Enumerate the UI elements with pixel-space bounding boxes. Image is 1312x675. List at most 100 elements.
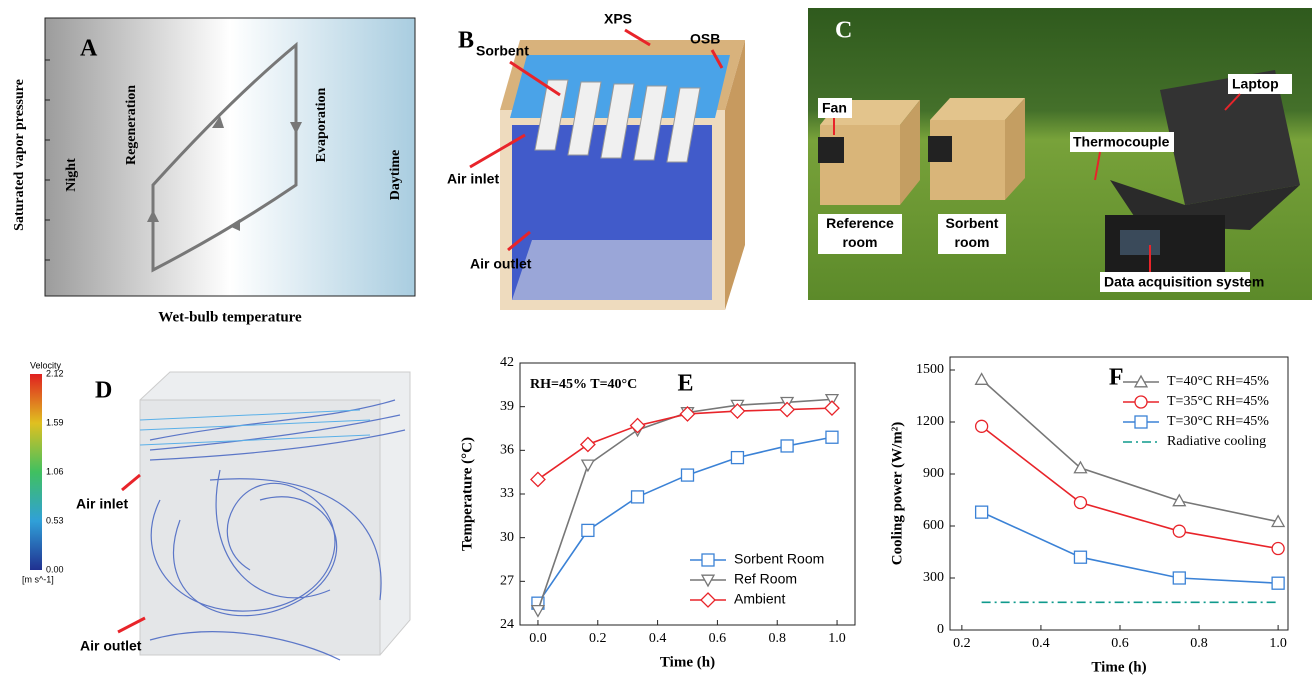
panel-c: C Fan Laptop Thermocouple Reference room… xyxy=(808,8,1312,300)
marker xyxy=(531,472,545,486)
panel-label: A xyxy=(80,36,98,62)
annotation: Air inlet xyxy=(76,496,128,512)
annotation: RH=45% T=40°C xyxy=(530,377,637,392)
marker xyxy=(1074,551,1086,563)
x-axis-label: Wet-bulb temperature xyxy=(158,309,302,325)
colorbar-label: 1.59 xyxy=(46,417,64,427)
annotation: Air outlet xyxy=(470,256,532,272)
x-tick-label: 0.6 xyxy=(1111,636,1129,651)
annotation: Sorbent room xyxy=(938,214,1006,252)
y-tick-label: 600 xyxy=(923,518,944,533)
annotation: Reference room xyxy=(818,214,902,252)
legend-marker xyxy=(702,554,714,566)
x-tick-label: 0.0 xyxy=(529,631,547,646)
annotation: Evaporation xyxy=(314,87,329,162)
x-tick-label: 0.4 xyxy=(1032,636,1050,651)
figure: A Saturated vapor pressure Wet-bulb temp… xyxy=(0,0,1312,675)
marker xyxy=(1074,497,1086,509)
fan xyxy=(818,137,844,163)
y-tick-label: 24 xyxy=(500,617,514,632)
y-axis-label: Saturated vapor pressure xyxy=(12,79,27,231)
x-axis-label: Time (h) xyxy=(660,654,715,670)
y-tick-label: 1500 xyxy=(916,362,944,377)
marker xyxy=(976,374,988,385)
marker xyxy=(780,403,794,417)
annotation: Night xyxy=(64,158,79,192)
marker xyxy=(976,420,988,432)
annotation: Sorbent xyxy=(476,43,529,59)
panel-b: B Sorbent XPS OSB Air inlet Air outlet xyxy=(447,11,745,310)
legend-marker xyxy=(1135,396,1147,408)
y-tick-label: 36 xyxy=(500,443,514,458)
annotation-wrap: Reference room xyxy=(818,214,902,256)
y-tick-label: 900 xyxy=(923,466,944,481)
x-tick-label: 1.0 xyxy=(1269,636,1287,651)
colorbar-unit: [m s^-1] xyxy=(22,574,54,584)
marker xyxy=(1173,572,1185,584)
annotation: Air inlet xyxy=(447,171,499,187)
x-axis-label: Time (h) xyxy=(1091,659,1146,675)
plot-frame xyxy=(520,363,855,625)
fan xyxy=(928,136,952,162)
panel-d: Velocity [m s^-1] D Air inlet Air outlet xyxy=(22,360,410,660)
x-tick-label: 1.0 xyxy=(828,631,846,646)
panel-a: A Saturated vapor pressure Wet-bulb temp… xyxy=(12,18,415,325)
marker xyxy=(632,491,644,503)
y-tick-label: 33 xyxy=(500,486,514,501)
panel-label: B xyxy=(458,28,474,54)
marker xyxy=(582,524,594,536)
legend-label: Ref Room xyxy=(734,571,797,587)
annotation-wrap: Sorbent room xyxy=(938,214,1006,256)
y-tick-label: 0 xyxy=(937,622,944,637)
colorbar xyxy=(30,374,42,570)
floor xyxy=(512,240,712,300)
legend-marker xyxy=(701,593,715,607)
panel-label: C xyxy=(835,18,852,44)
x-tick-label: 0.2 xyxy=(589,631,607,646)
x-tick-label: 0.6 xyxy=(709,631,727,646)
y-tick-label: 39 xyxy=(500,399,514,414)
annotation: Daytime xyxy=(388,150,403,201)
marker xyxy=(1272,577,1284,589)
y-tick-label: 42 xyxy=(500,355,514,370)
marker xyxy=(1173,525,1185,537)
annotation: Fan xyxy=(822,100,847,116)
y-tick-label: 27 xyxy=(500,574,514,589)
legend-label: T=40°C RH=45% xyxy=(1167,374,1269,389)
annotation: Air outlet xyxy=(80,638,142,654)
annotation: Regeneration xyxy=(124,85,139,165)
daq-screen xyxy=(1120,230,1160,255)
y-tick-label: 300 xyxy=(923,570,944,585)
y-tick-label: 1200 xyxy=(916,414,944,429)
annotation: Laptop xyxy=(1232,76,1279,92)
legend-marker xyxy=(1135,416,1147,428)
marker xyxy=(826,431,838,443)
marker xyxy=(532,606,544,617)
annotation: OSB xyxy=(690,31,720,47)
legend-label: T=30°C RH=45% xyxy=(1167,414,1269,429)
marker xyxy=(682,469,694,481)
x-tick-label: 0.8 xyxy=(1190,636,1208,651)
panel-label: D xyxy=(95,378,112,404)
annotation: Thermocouple xyxy=(1073,134,1170,150)
legend-label: T=35°C RH=45% xyxy=(1167,394,1269,409)
marker xyxy=(631,419,645,433)
annotation: XPS xyxy=(604,11,632,27)
panel-a-frame xyxy=(45,18,415,296)
legend-label: Radiative cooling xyxy=(1167,434,1266,449)
panel-label: F xyxy=(1109,365,1124,391)
legend-label: Sorbent Room xyxy=(734,551,824,567)
marker xyxy=(825,401,839,415)
y-axis-label: Cooling power (W/m²) xyxy=(889,422,905,565)
colorbar-label: 2.12 xyxy=(46,368,64,378)
colorbar-label: 0.53 xyxy=(46,515,64,525)
marker xyxy=(731,452,743,464)
y-axis-label: Temperature (°C) xyxy=(459,437,475,551)
y-tick-label: 30 xyxy=(500,530,514,545)
series-line xyxy=(982,512,1278,583)
panel-label: E xyxy=(677,371,693,397)
marker xyxy=(781,440,793,452)
marker xyxy=(1272,543,1284,555)
x-tick-label: 0.8 xyxy=(768,631,786,646)
x-tick-label: 0.2 xyxy=(953,636,971,651)
